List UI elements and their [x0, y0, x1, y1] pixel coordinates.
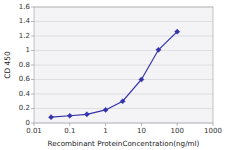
y-tick [31, 7, 34, 8]
grid-line [34, 36, 213, 37]
y-tick [31, 36, 34, 37]
x-tick-label: 0.01 [26, 127, 42, 135]
line [51, 32, 177, 118]
y-tick [31, 79, 34, 80]
series [48, 29, 179, 120]
x-tick-label: 10 [137, 127, 146, 135]
x-tick-label: 1000 [204, 127, 222, 135]
y-tick-label: 1.4 [19, 17, 31, 25]
x-tick [177, 123, 178, 126]
y-tick-label: 0 [26, 119, 30, 127]
y-tick-label: 1.6 [19, 3, 31, 11]
grid-line [34, 65, 213, 66]
y-tick [31, 21, 34, 22]
x-tick [34, 123, 35, 126]
marker [156, 47, 161, 52]
grid-line [34, 94, 213, 95]
y-tick-label: 1.2 [19, 32, 30, 40]
y-axis-label: CD 450 [3, 51, 12, 79]
marker [84, 112, 89, 117]
plot-background [34, 7, 213, 123]
chart: 0 0.2 0.4 0.6 0.8 1 1.2 1.4 1.6 0.01 0.1 1 10 100 1000… [0, 0, 225, 150]
x-axis-label: Recombinant ProteinConcentration(ng/ml) [48, 139, 200, 148]
y-tick [31, 123, 34, 124]
x-tick [213, 123, 214, 126]
marker [48, 115, 53, 120]
grid-line [34, 108, 213, 109]
plot-frame [34, 7, 213, 123]
marker [67, 113, 72, 118]
x-tick-label: 100 [171, 127, 184, 135]
marker [139, 77, 144, 82]
y-tick-label: 0.8 [19, 61, 30, 69]
x-tick [69, 123, 70, 126]
y-tick [31, 65, 34, 66]
y-tick-label: 0.4 [19, 90, 31, 98]
chart-svg: 0 0.2 0.4 0.6 0.8 1 1.2 1.4 1.6 0.01 0.1 1 10 100 1000… [0, 0, 225, 150]
marker [103, 107, 108, 112]
y-tick-label: 1 [26, 46, 30, 54]
y-tick-label: 0.6 [19, 75, 31, 83]
x-tick [141, 123, 142, 126]
marker [120, 99, 125, 104]
x-tick-label: 0.1 [64, 127, 75, 135]
y-tick [31, 94, 34, 95]
x-tick-label: 1 [103, 127, 107, 135]
x-tick [105, 123, 106, 126]
y-tick-label: 0.2 [19, 104, 30, 112]
y-tick [31, 108, 34, 109]
grid-line [34, 50, 213, 51]
grid-line [34, 79, 213, 80]
marker [175, 29, 180, 34]
grid-line [34, 21, 213, 22]
y-tick [31, 50, 34, 51]
